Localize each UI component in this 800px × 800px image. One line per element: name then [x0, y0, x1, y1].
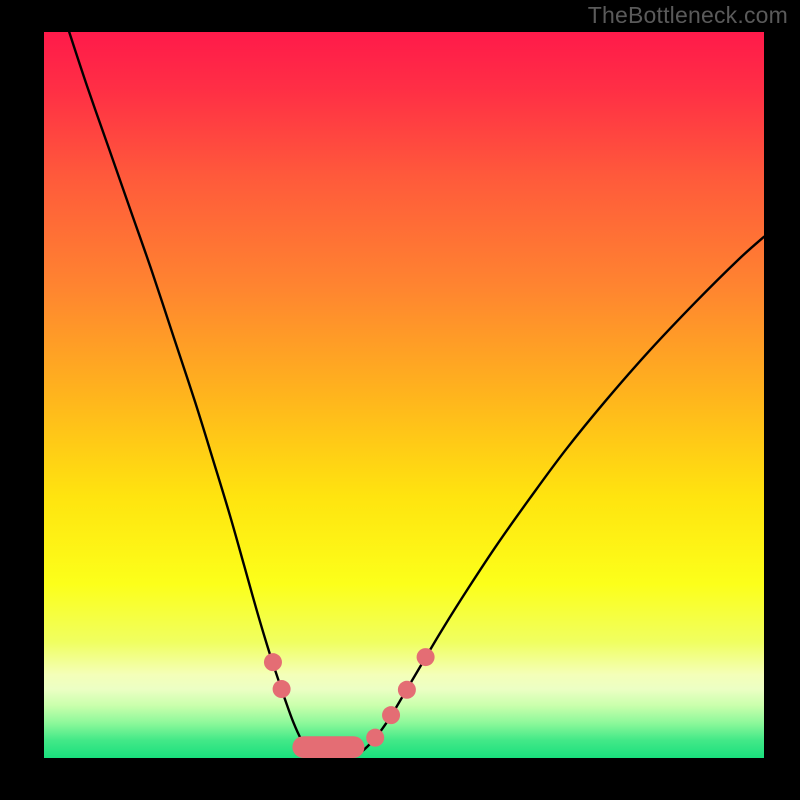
chart-stage: TheBottleneck.com: [0, 0, 800, 800]
curve-layer: [44, 32, 764, 758]
right-curve: [354, 237, 764, 757]
plot-area: [44, 32, 764, 758]
marker-bar: [292, 736, 364, 758]
marker-dot: [398, 681, 416, 699]
marker-dot: [264, 653, 282, 671]
marker-group: [264, 648, 435, 758]
marker-dot: [382, 706, 400, 724]
watermark-text: TheBottleneck.com: [588, 2, 788, 29]
marker-dot: [273, 680, 291, 698]
left-curve: [69, 32, 317, 757]
marker-dot: [366, 729, 384, 747]
marker-dot: [417, 648, 435, 666]
